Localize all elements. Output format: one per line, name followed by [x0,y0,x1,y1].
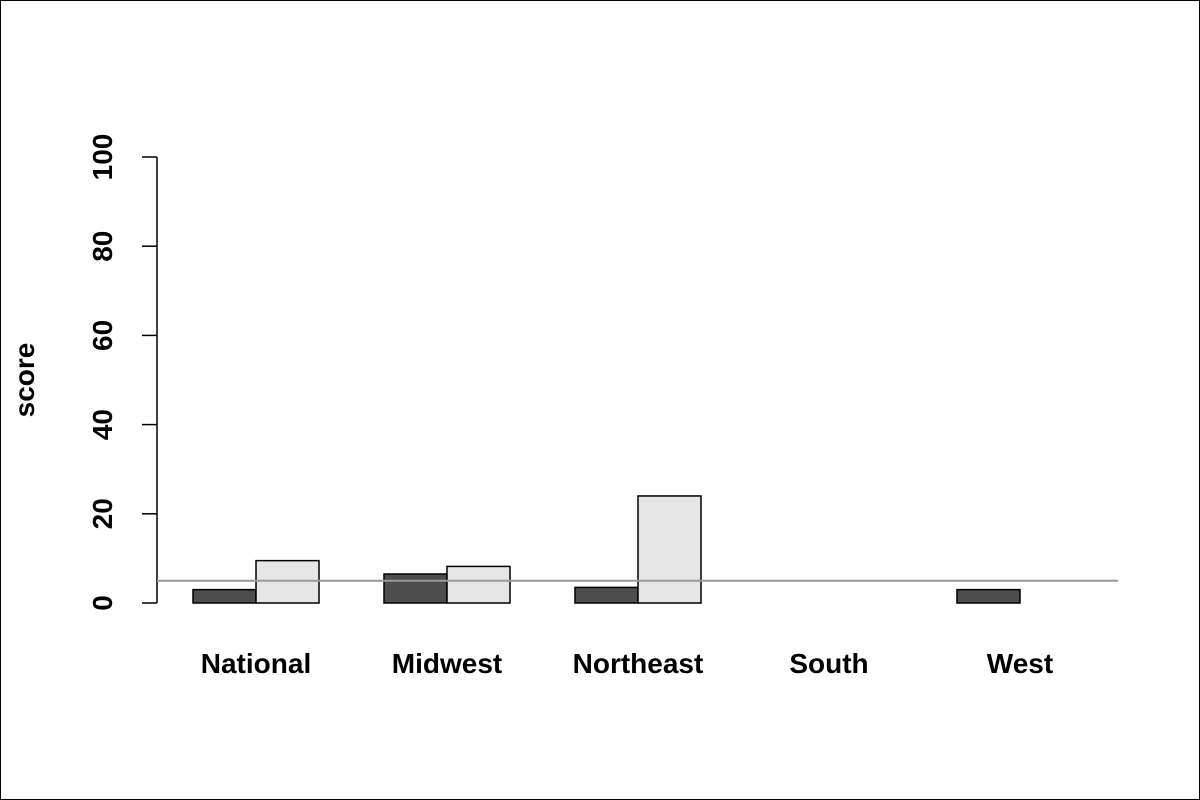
bar-national-series-2 [255,559,320,604]
y-tick-label: 20 [87,498,118,529]
bar-west-series-1 [956,588,1021,604]
bar-midwest-series-1 [383,573,448,604]
y-axis: 0 20 40 60 80 100 [87,134,158,611]
bars [192,495,1021,604]
y-axis-label: score [9,343,40,418]
y-tick-label: 40 [87,409,118,440]
y-tick-label: 100 [87,134,118,181]
bar-national-series-1 [192,588,257,604]
bar-midwest-series-2 [446,565,511,604]
x-tick-label-south: South [789,648,868,679]
x-tick-label-northeast: Northeast [573,648,704,679]
y-tick-label: 60 [87,320,118,351]
x-tick-label-west: West [987,648,1053,679]
x-tick-label-midwest: Midwest [392,648,502,679]
x-axis-labels: National Midwest Northeast South West [201,648,1053,679]
bar-northeast-series-1 [574,586,639,604]
y-tick-label: 0 [87,595,118,611]
y-tick-label: 80 [87,231,118,262]
bar-northeast-series-2 [637,495,702,604]
x-tick-label-national: National [201,648,311,679]
